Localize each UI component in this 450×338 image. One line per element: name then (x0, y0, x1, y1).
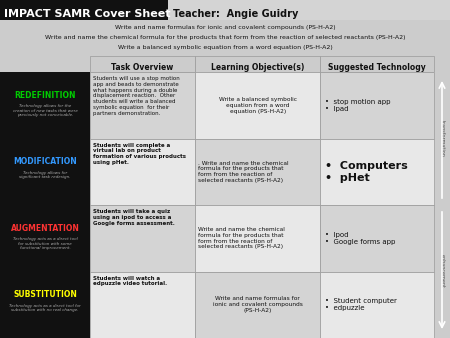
Bar (434, 72, 450, 338)
Bar (195, 271, 320, 338)
Bar (90, 72, 195, 139)
Text: Task Overview: Task Overview (111, 64, 174, 72)
Text: •  Computers
•  pHet: • Computers • pHet (325, 161, 408, 183)
Bar (90, 56, 195, 72)
Text: AUGMENTATION: AUGMENTATION (10, 224, 80, 233)
Text: MODIFICATION: MODIFICATION (13, 157, 77, 166)
Text: Write a balanced symbolic
equation from a word
equation (PS-H-A2): Write a balanced symbolic equation from … (219, 97, 297, 114)
Text: . Write and name the chemical
formula for the products that
form from the reacti: . Write and name the chemical formula fo… (198, 161, 288, 183)
Text: Learning Objective(s): Learning Objective(s) (211, 64, 304, 72)
Text: Technology allows for
significant task redesign.: Technology allows for significant task r… (19, 171, 71, 179)
Text: Write and name formulas for ionic and covalent compounds (PS-H-A2): Write and name formulas for ionic and co… (115, 24, 335, 29)
Bar (320, 72, 434, 139)
Text: transformation: transformation (440, 120, 445, 157)
Text: Technology acts as a direct tool for
substitution with no real change.: Technology acts as a direct tool for sub… (9, 304, 81, 312)
Text: Write a balanced symbolic equation from a word equation (PS-H-A2): Write a balanced symbolic equation from … (117, 45, 333, 49)
Bar (320, 271, 434, 338)
Bar (320, 139, 434, 205)
Bar (320, 56, 434, 72)
Bar (0, 56, 450, 72)
Bar (0, 20, 450, 56)
Text: Write and name formulas for
ionic and covalent compounds
(PS-H-A2): Write and name formulas for ionic and co… (213, 296, 303, 313)
Bar (90, 271, 195, 338)
Text: REDEFINITION: REDEFINITION (14, 91, 76, 100)
Text: Technology allows for the
creation of new tasks that were
previously not conceiv: Technology allows for the creation of ne… (13, 104, 77, 118)
Bar (0, 0, 168, 20)
Text: Students will use a stop motion
app and beads to demonstrate
what happens during: Students will use a stop motion app and … (93, 76, 180, 116)
Bar (195, 56, 320, 72)
Bar (0, 72, 90, 338)
Text: Teacher:  Angie Guidry: Teacher: Angie Guidry (173, 9, 298, 19)
Text: Write and name the chemical formula for the products that form from the reaction: Write and name the chemical formula for … (45, 34, 405, 40)
Bar (195, 205, 320, 271)
Text: •  stop motion app
•  Ipad: • stop motion app • Ipad (325, 99, 391, 112)
Text: •  Student computer
•  edpuzzle: • Student computer • edpuzzle (325, 298, 397, 311)
Text: SUBSTITUTION: SUBSTITUTION (13, 290, 77, 299)
Bar (90, 139, 195, 205)
Text: Students will watch a
edpuzzle video tutorial.: Students will watch a edpuzzle video tut… (93, 275, 167, 286)
Text: Write and name the chemical
formula for the products that
form from the reaction: Write and name the chemical formula for … (198, 227, 285, 249)
Text: Students will complete a
virtual lab on product
formation of various products
us: Students will complete a virtual lab on … (93, 143, 186, 165)
Text: Students will take a quiz
using an ipod to access a
Google forms assessment.: Students will take a quiz using an ipod … (93, 209, 175, 225)
Bar (195, 139, 320, 205)
Text: enhancement: enhancement (440, 255, 445, 289)
Text: Technology acts as a direct tool
for substitution with some
functional improveme: Technology acts as a direct tool for sub… (13, 237, 77, 250)
Text: Suggested Technology: Suggested Technology (328, 64, 426, 72)
Text: IMPACT SAMR Cover Sheet: IMPACT SAMR Cover Sheet (4, 9, 171, 19)
Bar (320, 205, 434, 271)
Bar (195, 72, 320, 139)
Text: •  Ipod
•  Google forms app: • Ipod • Google forms app (325, 232, 396, 245)
Bar (168, 0, 450, 20)
Bar (90, 205, 195, 271)
